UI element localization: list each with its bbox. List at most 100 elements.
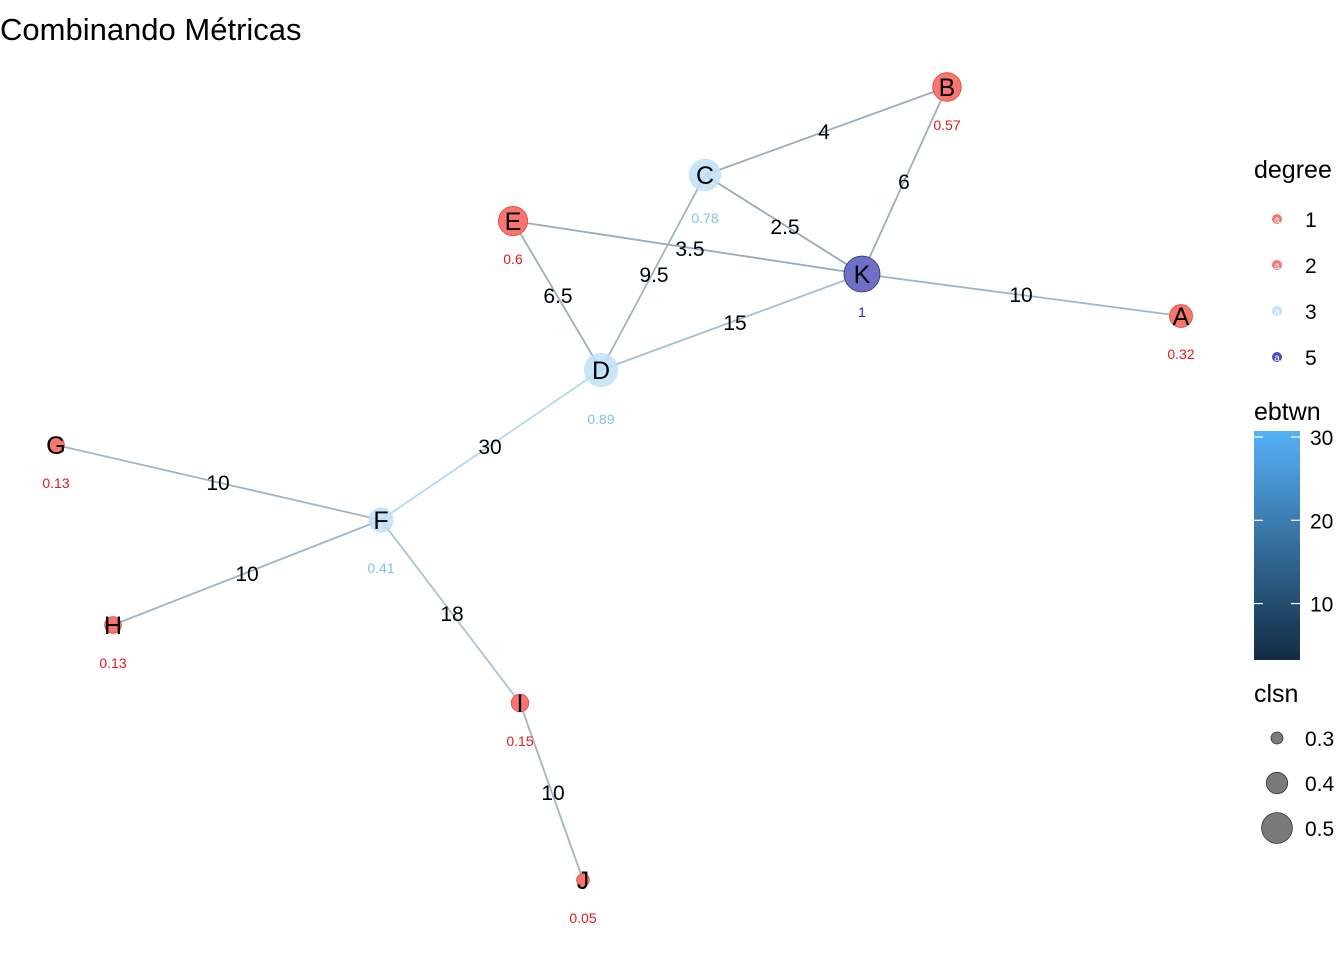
legend-clsn-label-0.4: 0.4	[1305, 773, 1335, 796]
legend-clsn-item-0.3: 0.3	[1270, 728, 1334, 751]
diagram-title: Combinando Métricas	[0, 12, 302, 47]
edge-H-F	[112, 519, 382, 626]
edge-label-C-D: 9.5	[639, 264, 668, 287]
node-B: B 0.57	[932, 72, 962, 133]
node-label-C: C	[696, 162, 714, 190]
node-label-I: I	[517, 690, 524, 718]
legend-degree-key-glyph: a	[1274, 215, 1280, 226]
edge-C-D	[600, 174, 706, 371]
edge-B-K	[861, 86, 948, 275]
node-C: C 0.78	[688, 158, 722, 226]
node-circle-C	[688, 158, 722, 192]
node-clsn-label-A: 0.32	[1167, 346, 1194, 362]
edge-label-E-D: 6.5	[543, 285, 572, 308]
edge-label-G-F: 10	[206, 472, 229, 495]
edge-I-J	[519, 702, 584, 881]
node-circle-A	[1169, 304, 1193, 328]
node-clsn-label-J: 0.05	[569, 910, 596, 926]
legend-clsn-item-0.4: 0.4	[1265, 771, 1335, 796]
node-circle-B	[932, 72, 962, 102]
legend-ebtwn-tick-10: 10	[1254, 594, 1333, 617]
legend-degree-key-glyph: a	[1274, 261, 1280, 272]
legend-ebtwn-colorbar	[1254, 431, 1300, 660]
edge-label-D-K: 15	[723, 312, 746, 335]
node-circle-D	[583, 352, 619, 388]
node-circle-I	[510, 693, 530, 713]
edge-labels-layer: 4 6 2.5 3.5 9.5 6.5 10 15 30 10 10 18 10	[206, 121, 1032, 805]
legend-clsn-key-0.4	[1265, 771, 1289, 795]
edge-label-C-B: 4	[818, 121, 830, 144]
node-clsn-label-E: 0.6	[503, 251, 523, 267]
node-label-G: G	[46, 432, 65, 460]
legend-degree-label-1: 1	[1305, 209, 1317, 232]
node-F: F 0.41	[367, 507, 394, 576]
legend-ebtwn-tick-label: 30	[1310, 427, 1333, 450]
node-H: H 0.13	[99, 612, 126, 671]
edge-label-I-J: 10	[541, 782, 564, 805]
edge-G-F	[55, 444, 382, 521]
node-label-J: J	[577, 867, 590, 895]
node-clsn-label-I: 0.15	[506, 733, 533, 749]
legend-degree-key-1	[1272, 214, 1282, 224]
legend-ebtwn-tick-30: 30	[1254, 427, 1333, 450]
node-label-D: D	[592, 357, 610, 385]
node-circle-E	[497, 205, 528, 236]
node-label-F: F	[373, 507, 388, 535]
node-clsn-label-B: 0.57	[933, 117, 960, 133]
edge-label-E-K: 3.5	[675, 238, 704, 261]
edge-C-B	[704, 86, 948, 176]
edge-label-F-I: 18	[440, 603, 463, 626]
node-D: D 0.89	[583, 352, 619, 427]
edges-layer	[55, 86, 1182, 881]
legend-degree-key-2	[1272, 260, 1282, 270]
node-I: I 0.15	[506, 690, 533, 749]
node-K: K1	[843, 255, 881, 320]
node-label-E: E	[505, 208, 522, 236]
legend-degree-key-5	[1272, 352, 1282, 362]
legend-ebtwn-title: ebtwn	[1254, 398, 1321, 426]
legend-clsn-item-0.5: 0.5	[1261, 812, 1334, 844]
legend-degree-key-3	[1272, 306, 1282, 316]
nodes-layer: A 0.32 B 0.57 C 0.78 D 0.89 E 0.6 F 0.41 G 0.13 H 0.13 I…	[42, 72, 1195, 926]
edge-label-H-F: 10	[235, 563, 258, 586]
edge-label-D-F: 30	[478, 436, 501, 459]
legend-degree-items: a 1a 2a 3a 5	[1272, 209, 1317, 370]
node-clsn-label-D: 0.89	[587, 411, 614, 427]
node-label-B: B	[939, 74, 956, 102]
node-E: E 0.6	[497, 205, 528, 267]
node-circle-K	[843, 255, 881, 293]
edge-D-K	[600, 273, 863, 371]
legend-degree-label-5: 5	[1305, 347, 1317, 370]
legend-degree-title: degree	[1254, 156, 1332, 184]
legend-ebtwn-tick-20: 20	[1254, 510, 1333, 533]
edge-E-K	[512, 220, 863, 275]
node-clsn-label-C: 0.78	[691, 210, 718, 226]
legend-ebtwn-ticks: 30 20 10	[1254, 427, 1333, 617]
legend-degree-label-2: 2	[1305, 255, 1317, 278]
edge-D-F	[380, 369, 602, 521]
legend-clsn-title: clsn	[1254, 680, 1298, 708]
legend-clsn-label-0.5: 0.5	[1305, 818, 1334, 841]
node-clsn-label-F: 0.41	[367, 560, 394, 576]
node-clsn-label-H: 0.13	[99, 655, 126, 671]
legend-clsn-items: 0.3 0.4 0.5	[1261, 728, 1335, 844]
node-clsn-label-G: 0.13	[42, 475, 69, 491]
node-label-H: H	[104, 612, 122, 640]
edge-C-K	[704, 174, 863, 275]
legend-ebtwn-tick-label: 10	[1310, 594, 1333, 617]
node-circle-F	[368, 507, 394, 533]
legend-clsn-key-0.3	[1270, 731, 1284, 745]
node-circle-G	[47, 436, 65, 454]
edge-label-B-K: 6	[898, 171, 910, 194]
node-clsn-label-K: 1	[858, 304, 866, 320]
edge-F-I	[380, 519, 521, 704]
legend-ebtwn-tick-label: 20	[1310, 510, 1333, 533]
node-label-A: A	[1173, 303, 1190, 331]
legend-clsn-label-0.3: 0.3	[1305, 728, 1334, 751]
edge-label-C-K: 2.5	[770, 216, 799, 239]
